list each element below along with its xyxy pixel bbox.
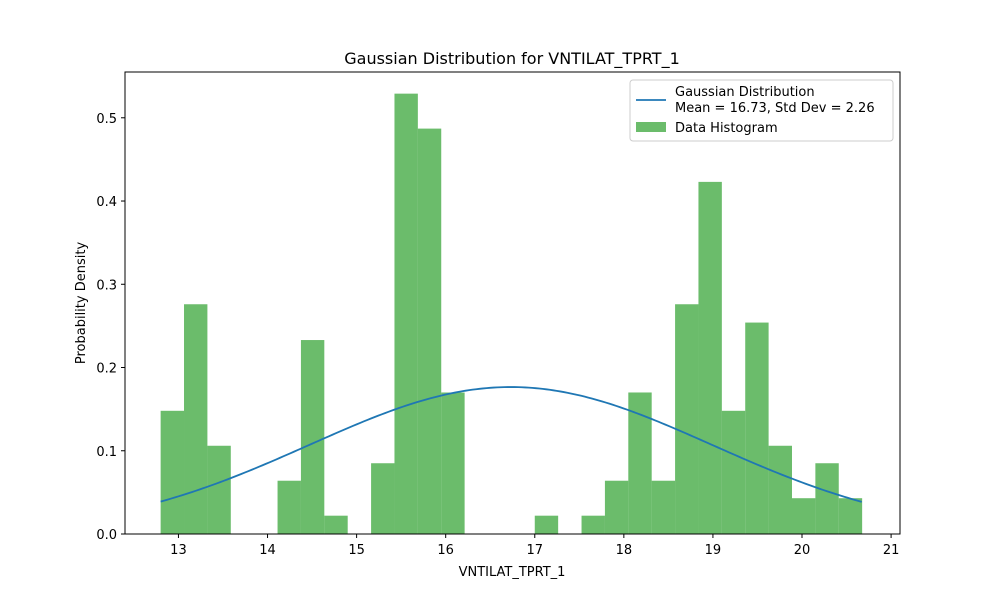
legend-curve-label-line2: Mean = 16.73, Std Dev = 2.26 — [675, 101, 875, 116]
legend-histogram-label: Data Histogram — [675, 121, 778, 136]
histogram-bar — [160, 410, 185, 534]
histogram-bar — [721, 410, 746, 534]
x-axis-label: VNTILAT_TPRT_1 — [459, 565, 566, 580]
y-axis-ticks: 0.0 0.1 0.2 0.3 0.4 0.5 — [96, 112, 125, 543]
histogram-bar — [698, 181, 722, 534]
gaussian-curve — [160, 386, 862, 503]
histogram-bars — [160, 93, 863, 534]
histogram-bar — [371, 463, 395, 534]
y-axis-label: Probability Density — [74, 242, 89, 365]
histogram-bar — [277, 480, 301, 534]
legend-box — [629, 79, 894, 142]
x-tick-label: 15 — [348, 543, 365, 558]
histogram-bar — [394, 93, 418, 534]
x-tick-label: 14 — [259, 543, 276, 558]
legend-histogram-swatch — [636, 122, 666, 132]
plot-frame — [124, 71, 901, 535]
histogram-bar — [838, 498, 863, 534]
x-tick-label: 20 — [794, 543, 811, 558]
y-tick-label: 0.3 — [96, 278, 117, 293]
histogram-bar — [628, 392, 652, 534]
histogram-bar — [604, 480, 629, 534]
y-tick-label: 0.5 — [96, 112, 117, 127]
x-tick-label: 21 — [883, 543, 900, 558]
y-tick-label: 0.4 — [96, 195, 117, 210]
histogram-bar — [651, 480, 676, 534]
histogram-bar — [791, 498, 816, 534]
x-axis-ticks: 13 14 15 16 17 18 19 20 21 — [170, 534, 899, 558]
histogram-bar — [417, 128, 442, 534]
histogram-bar — [441, 392, 465, 534]
x-tick-label: 16 — [437, 543, 454, 558]
y-tick-label: 0.1 — [96, 445, 117, 460]
y-tick-label: 0.2 — [96, 362, 117, 377]
histogram-bar — [581, 515, 605, 534]
x-tick-label: 18 — [616, 543, 633, 558]
histogram-bar — [675, 304, 699, 534]
x-tick-label: 17 — [526, 543, 543, 558]
histogram-bar — [815, 463, 839, 534]
histogram-bar — [768, 445, 792, 534]
histogram-bar — [745, 322, 769, 534]
histogram-bar — [300, 340, 325, 534]
y-tick-label: 0.0 — [96, 528, 117, 543]
histogram-bar — [184, 304, 208, 534]
histogram-bar — [324, 515, 348, 534]
legend-curve-label-line1: Gaussian Distribution — [675, 85, 815, 100]
chart-title: Gaussian Distribution for VNTILAT_TPRT_1 — [344, 49, 680, 69]
x-tick-label: 19 — [705, 543, 722, 558]
histogram-bar — [534, 515, 559, 534]
legend: Gaussian Distribution Mean = 16.73, Std … — [629, 79, 894, 142]
x-tick-label: 13 — [170, 543, 187, 558]
histogram-bar — [207, 445, 231, 534]
